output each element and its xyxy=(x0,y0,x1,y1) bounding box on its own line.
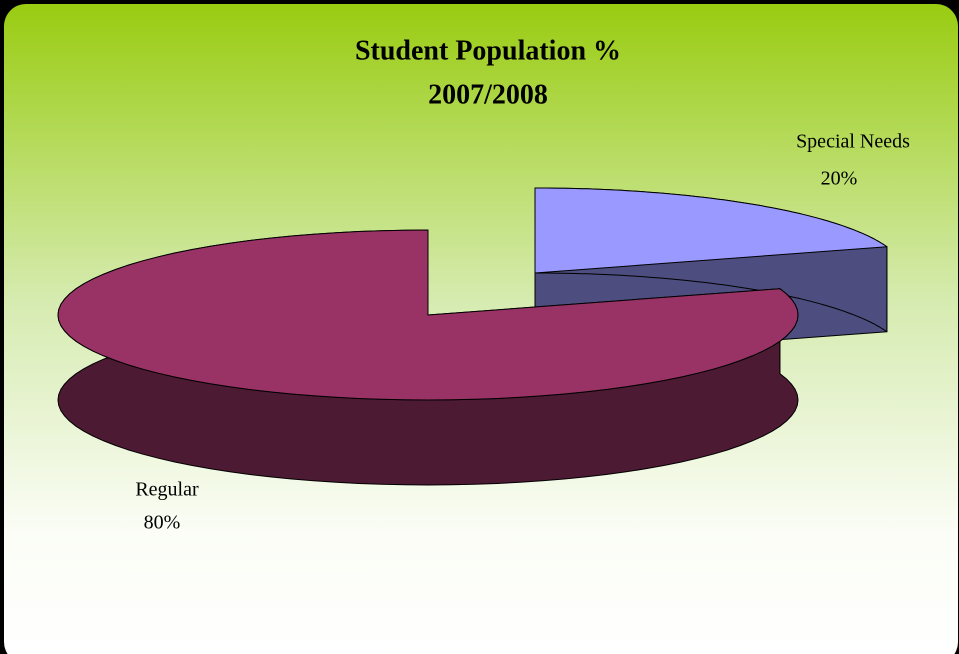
pie xyxy=(57,187,888,486)
slice-label: Special Needs xyxy=(796,131,910,153)
slice-top xyxy=(534,187,888,274)
slice-value-label: 20% xyxy=(821,168,858,190)
chart-title: Student Population % xyxy=(355,35,621,66)
slice-label: Regular xyxy=(135,479,199,501)
slice-value-label: 80% xyxy=(144,512,181,534)
chart-subtitle: 2007/2008 xyxy=(428,79,548,110)
slice-top xyxy=(57,229,799,401)
